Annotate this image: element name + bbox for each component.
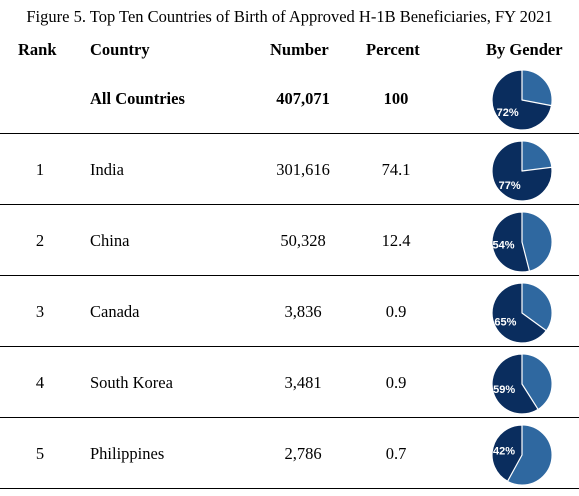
table-row: 1 India 301,616 74.1 77% [0,135,579,205]
pie-slice-male [491,211,531,273]
country-cell: South Korea [90,373,173,392]
pie-slice-male [491,69,553,131]
table-row: 5 Philippines 2,786 0.7 42% [0,419,579,489]
percent-cell: 0.7 [385,444,407,463]
rank-cell [0,64,80,134]
country-cell: China [90,231,130,250]
gender-pie-chart: 59% [491,353,553,415]
table-row: 2 China 50,328 12.4 54% [0,206,579,276]
row-divider [0,204,579,205]
row-divider [0,488,579,489]
percent-cell: 0.9 [385,373,407,392]
column-header-rank: Rank [18,40,57,59]
country-cell: India [90,160,124,179]
table-row: 4 South Korea 3,481 0.9 59% [0,348,579,418]
column-header-number: Number [270,40,329,59]
column-header-country: Country [90,40,150,59]
pie-slice-male [491,282,547,344]
column-header-by-gender: By Gender [486,40,563,59]
country-cell: Philippines [90,444,165,463]
gender-pie-chart: 72% [491,69,553,131]
gender-pie-chart: 77% [491,140,553,202]
number-cell: 2,786 [284,444,322,463]
pie-label: 77% [499,180,521,192]
pie-label: 65% [494,316,516,328]
rank-cell: 2 [35,231,45,250]
pie-slice-male [491,140,553,202]
number-cell: 407,071 [276,89,330,108]
rank-cell: 3 [35,302,45,321]
country-cell: Canada [90,302,140,321]
percent-cell: 12.4 [381,231,411,250]
table-row: 3 Canada 3,836 0.9 65% [0,277,579,347]
row-divider [0,346,579,347]
number-cell: 301,616 [276,160,330,179]
country-cell: All Countries [90,89,185,108]
percent-cell: 0.9 [385,302,407,321]
row-divider [0,275,579,276]
pie-slice-male [491,353,539,415]
number-cell: 50,328 [280,231,326,250]
pie-label: 72% [497,107,519,119]
gender-pie-chart: 42% [491,424,553,486]
row-divider [0,417,579,418]
number-cell: 3,836 [284,302,322,321]
pie-label: 54% [492,239,514,251]
column-header-percent: Percent [366,40,420,59]
gender-pie-chart: 54% [491,211,553,273]
rank-cell: 4 [35,373,45,392]
figure-title: Figure 5. Top Ten Countries of Birth of … [26,7,553,26]
percent-cell: 100 [383,89,409,108]
pie-label: 42% [493,445,515,457]
percent-cell: 74.1 [381,160,411,179]
rank-cell: 1 [35,160,45,179]
gender-pie-chart: 65% [491,282,553,344]
pie-slice-male [491,424,523,482]
number-cell: 3,481 [284,373,322,392]
table-row: All Countries 407,071 100 72% [0,64,579,134]
rank-cell: 5 [35,444,45,463]
row-divider [0,133,579,134]
pie-label: 59% [493,384,515,396]
